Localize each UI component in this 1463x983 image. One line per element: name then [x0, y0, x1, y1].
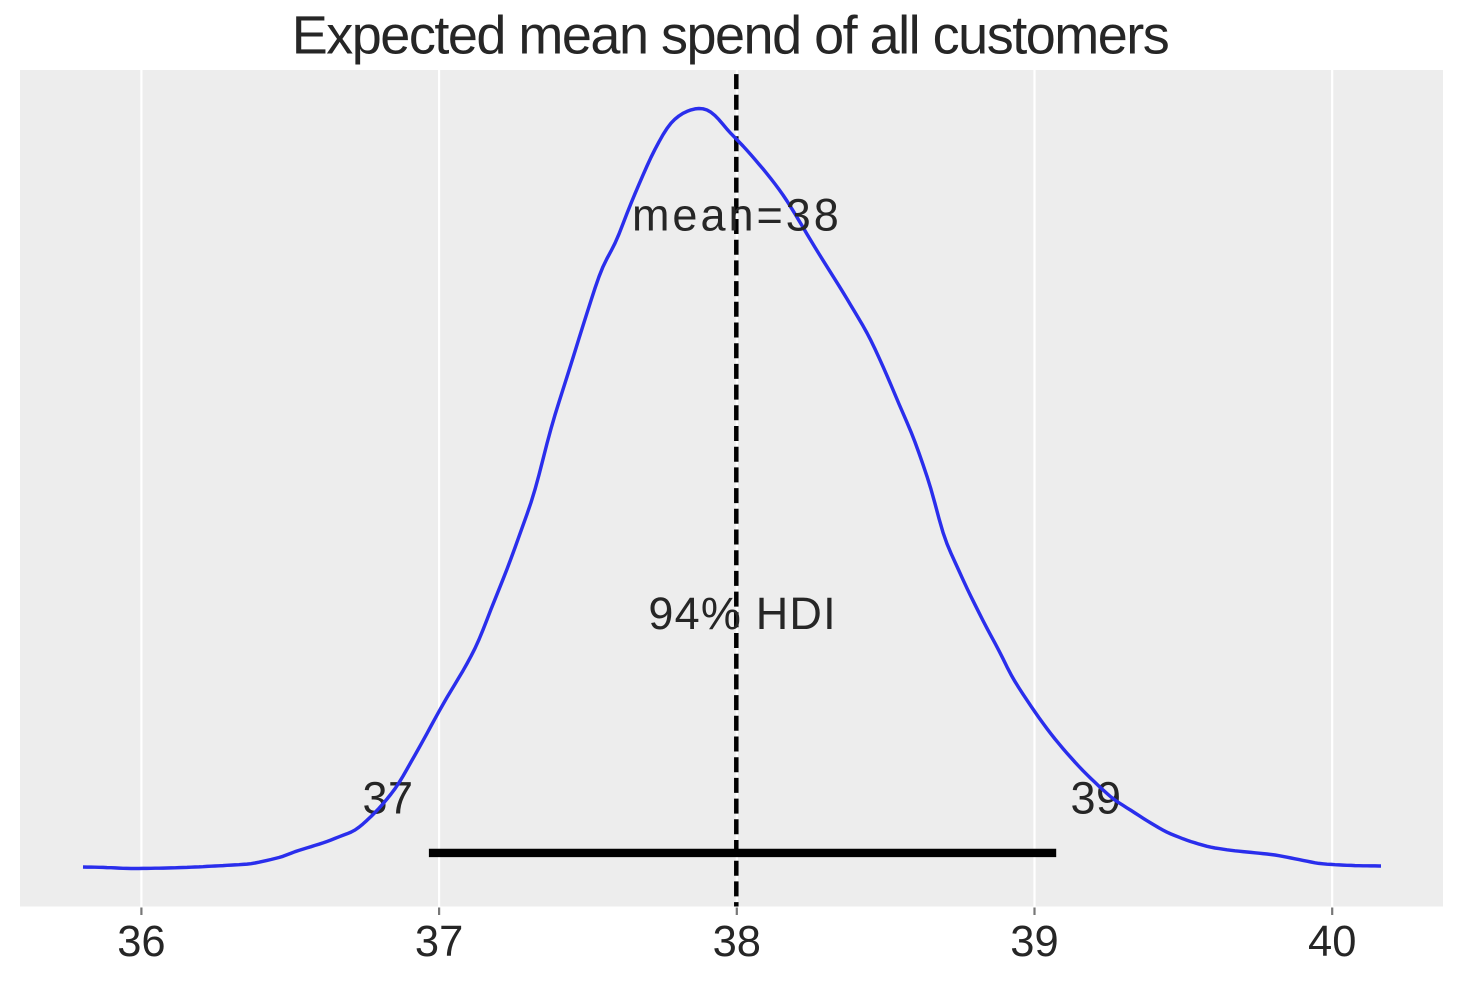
svg-text:39: 39 — [1010, 918, 1058, 966]
svg-text:mean=38: mean=38 — [632, 190, 842, 241]
svg-text:37: 37 — [415, 918, 463, 966]
svg-text:Expected mean spend of all cus: Expected mean spend of all customers — [292, 5, 1169, 65]
svg-text:36: 36 — [117, 918, 165, 966]
svg-text:40: 40 — [1308, 918, 1356, 966]
svg-text:38: 38 — [713, 918, 761, 966]
svg-text:94% HDI: 94% HDI — [648, 588, 836, 639]
